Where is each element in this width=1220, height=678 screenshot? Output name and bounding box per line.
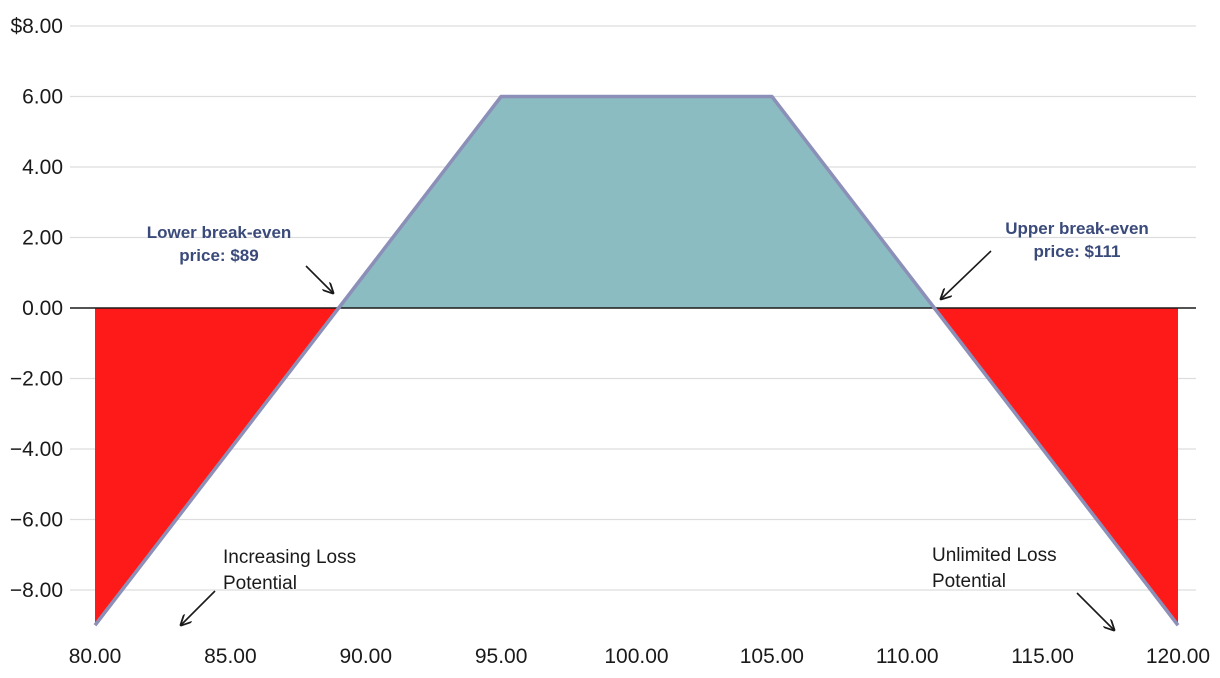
y-tick-label: −4.00 bbox=[10, 438, 63, 461]
y-axis-ticks: $8.00 6.00 4.00 2.00 0.00 −2.00 −4.00 −6.00 −8.0… bbox=[10, 15, 63, 602]
annotation-text: Potential bbox=[223, 573, 297, 594]
annotation-arrow bbox=[941, 250, 992, 299]
increasing-loss-annotation: Increasing Loss Potential bbox=[181, 547, 356, 625]
annotation-text: Unlimited Loss bbox=[932, 545, 1057, 566]
x-tick-label: 80.00 bbox=[69, 645, 122, 668]
annotation-text: Potential bbox=[932, 571, 1006, 592]
unlimited-loss-annotation: Unlimited Loss Potential bbox=[932, 545, 1114, 630]
profit-area bbox=[338, 96, 935, 308]
x-tick-label: 95.00 bbox=[475, 645, 528, 668]
annotation-arrow bbox=[305, 265, 333, 293]
y-tick-label: −6.00 bbox=[10, 509, 63, 532]
annotations: Lower break-even price: $89 Upper break-ev… bbox=[147, 219, 1149, 630]
x-tick-label: 100.00 bbox=[604, 645, 668, 668]
x-axis-ticks: 80.00 85.00 90.00 95.00 100.00 105.00 110.00 11… bbox=[69, 645, 1210, 668]
annotation-text: Lower break-even bbox=[147, 223, 292, 242]
x-tick-label: 120.00 bbox=[1146, 645, 1210, 668]
payoff-lines bbox=[70, 94, 1196, 627]
y-tick-label: 2.00 bbox=[22, 227, 63, 250]
x-tick-label: 85.00 bbox=[204, 645, 257, 668]
annotation-text: price: $111 bbox=[1034, 242, 1121, 261]
y-tick-label: 6.00 bbox=[22, 86, 63, 109]
y-tick-label: $8.00 bbox=[10, 15, 63, 38]
annotation-text: Upper break-even bbox=[1005, 219, 1149, 238]
x-tick-label: 110.00 bbox=[876, 645, 939, 668]
y-tick-label: −2.00 bbox=[10, 368, 63, 391]
annotation-text: price: $89 bbox=[179, 246, 258, 265]
annotation-arrow bbox=[181, 590, 216, 625]
annotation-arrow bbox=[1076, 592, 1114, 630]
x-tick-label: 90.00 bbox=[339, 645, 392, 668]
annotation-text: Increasing Loss bbox=[223, 547, 356, 568]
lower-breakeven-annotation: Lower break-even price: $89 bbox=[147, 223, 333, 293]
y-tick-label: 4.00 bbox=[22, 156, 63, 179]
x-tick-label: 105.00 bbox=[740, 645, 804, 668]
y-tick-label: −8.00 bbox=[10, 579, 63, 602]
y-tick-label: 0.00 bbox=[22, 297, 63, 320]
payoff-line bbox=[93, 94, 1180, 627]
upper-breakeven-annotation: Upper break-even price: $111 bbox=[941, 219, 1149, 299]
x-tick-label: 115.00 bbox=[1011, 645, 1074, 668]
